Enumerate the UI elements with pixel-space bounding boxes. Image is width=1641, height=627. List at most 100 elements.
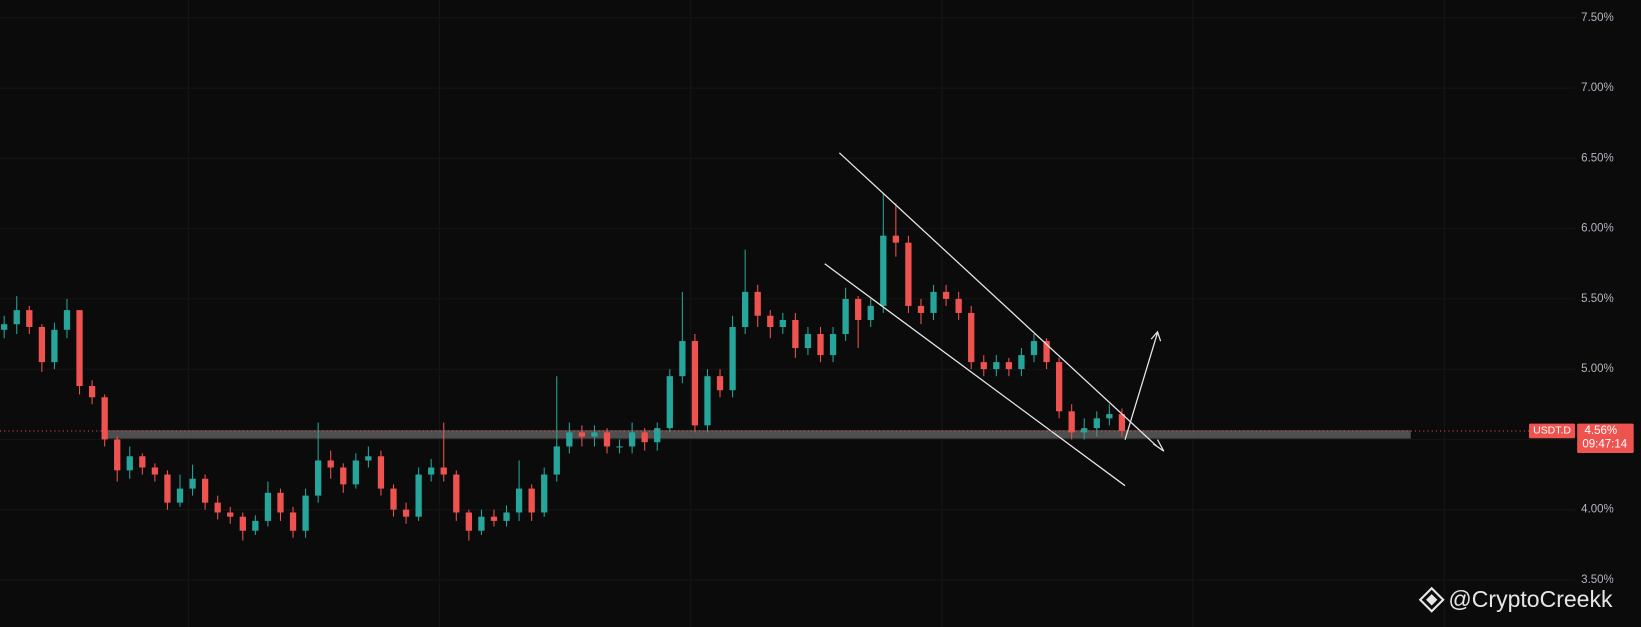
candle-body (453, 474, 460, 513)
candle-body (603, 432, 611, 447)
candles (1, 193, 1126, 541)
candle-body (51, 329, 58, 363)
candle-body (13, 310, 20, 325)
candle-body (566, 432, 573, 447)
candle-body (377, 456, 385, 489)
candle-body (729, 326, 736, 391)
price-tag (1577, 423, 1634, 453)
vertical-grid (187, 0, 1445, 627)
candle-body (654, 428, 661, 443)
candle-body (704, 376, 711, 426)
candle-body (880, 235, 887, 306)
candle-body (528, 488, 535, 513)
drawings (824, 152, 1165, 487)
candle-body (855, 298, 862, 320)
y-tick-label: 7.50% (1581, 12, 1614, 24)
candle-body (214, 502, 221, 513)
candle-body (716, 376, 724, 391)
candle-body (515, 488, 523, 513)
candle-body (415, 474, 422, 517)
candle-body (553, 446, 560, 475)
candle-body (227, 512, 234, 517)
candle-body (126, 456, 133, 471)
candle-body (892, 235, 899, 243)
candle-body (252, 520, 259, 531)
candle-body (1068, 411, 1075, 433)
candle-body (176, 488, 184, 503)
candle-body (1030, 341, 1038, 356)
y-tick-label: 6.00% (1581, 223, 1614, 235)
candle-body (38, 326, 46, 363)
candle-body (767, 315, 774, 327)
candle-body (76, 310, 83, 387)
price-layer: 7.50%7.00%6.50%6.00%5.50%5.00%4.50%4.00%… (0, 12, 1634, 586)
candle-body (164, 474, 171, 503)
candle-body (578, 432, 586, 437)
candle-body (114, 439, 121, 471)
watermark: @CryptoCreekk (1418, 586, 1613, 613)
candle-body (591, 432, 598, 437)
candle-body (327, 460, 334, 468)
candle-body (277, 492, 284, 513)
y-tick-label: 4.00% (1581, 504, 1614, 516)
arrow-head (1150, 330, 1162, 342)
candle-body (101, 397, 108, 440)
candle-body (490, 516, 498, 521)
candle-body (1055, 362, 1063, 412)
candle-body (804, 334, 812, 349)
watermark-text: @CryptoCreekk (1448, 586, 1613, 612)
y-tick-label: 3.50% (1581, 574, 1614, 586)
candle-body (478, 516, 485, 531)
candle-body (541, 474, 548, 513)
candle-body (641, 432, 648, 443)
arrow-head (1152, 439, 1165, 452)
candle-body (428, 467, 435, 475)
candle-body (817, 334, 824, 356)
y-tick-label: 5.50% (1581, 293, 1614, 305)
symbol-tag (1529, 423, 1576, 439)
candle-body (829, 334, 837, 356)
candle-body (779, 319, 786, 327)
last-price-label: 4.56% (1584, 425, 1617, 437)
channel-upper-line (838, 152, 1157, 447)
candle-body (1, 324, 8, 330)
candle-body (440, 467, 447, 475)
candle-body (867, 305, 874, 320)
candle-body (1005, 362, 1013, 370)
candle-body (930, 291, 937, 313)
candle-body (365, 456, 372, 461)
candle-body (942, 291, 950, 299)
candle-body (917, 305, 925, 313)
candle-body (289, 512, 297, 531)
channel-lower-line (824, 263, 1126, 487)
support-zone (104, 430, 1411, 439)
candle-body (315, 460, 322, 496)
watermark-logo (1418, 586, 1445, 613)
breakout-arrow (1124, 332, 1159, 440)
candle-body (88, 386, 96, 398)
candle-body (754, 291, 761, 316)
candle-body (151, 467, 159, 475)
candle-body (679, 341, 686, 377)
candle-body (402, 509, 410, 517)
candle-body (616, 446, 623, 448)
candle-body (1018, 355, 1025, 370)
candle-body (340, 467, 347, 485)
candle-body (189, 478, 196, 489)
candle-body (1081, 428, 1088, 433)
candle-body (465, 512, 472, 531)
candle-body (628, 432, 636, 447)
y-tick-label: 7.00% (1581, 82, 1614, 94)
candle-body (742, 291, 749, 327)
y-tick-label: 5.00% (1581, 363, 1614, 375)
candle-body (1093, 418, 1100, 429)
candle-body (139, 456, 146, 468)
candle-body (691, 341, 699, 426)
candle-body (905, 242, 912, 306)
y-tick-label: 6.50% (1581, 152, 1614, 164)
countdown-label: 09:47:14 (1582, 439, 1627, 451)
candle-body (302, 495, 309, 531)
